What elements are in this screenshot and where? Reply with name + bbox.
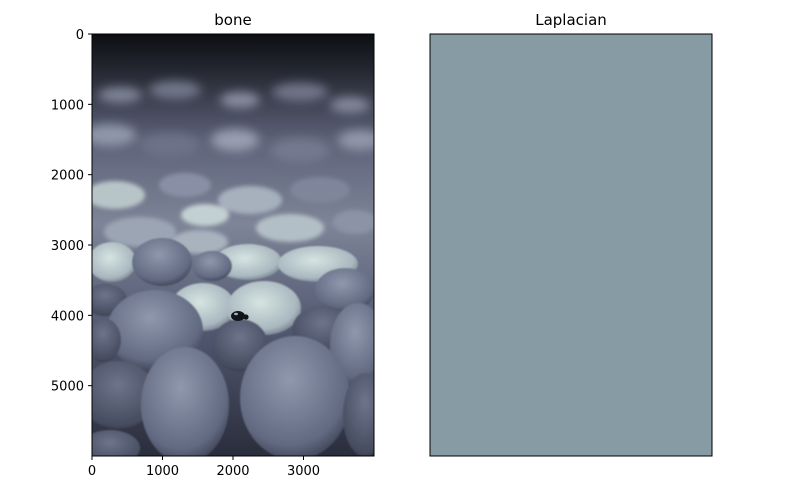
bone-y-ticks: 0 1000 2000 3000 4000 5000 [51, 28, 92, 395]
x-tick-label: 2000 [216, 464, 249, 479]
y-tick-label: 1000 [51, 98, 84, 113]
y-tick-label: 3000 [51, 239, 84, 254]
laplacian-axes: Laplacian [429, 11, 713, 457]
laplacian-image [430, 34, 712, 456]
beetle-icon [231, 311, 249, 321]
y-tick-label: 0 [76, 28, 84, 43]
laplacian-axes-frame [429, 33, 713, 457]
pebble-photo-image [92, 34, 374, 456]
y-tick-label: 2000 [51, 169, 84, 184]
y-tick-label: 5000 [51, 380, 84, 395]
x-tick-label: 0 [88, 464, 96, 479]
bone-x-ticks: 0 1000 2000 3000 [88, 456, 320, 479]
bone-axes: bone 0 1000 2000 3000 0 1000 2000 3000 4000 5000 [51, 11, 375, 479]
x-tick-label: 1000 [146, 464, 179, 479]
bone-title: bone [214, 11, 251, 29]
laplacian-title: Laplacian [535, 11, 607, 29]
y-tick-label: 4000 [51, 309, 84, 324]
x-tick-label: 3000 [287, 464, 320, 479]
